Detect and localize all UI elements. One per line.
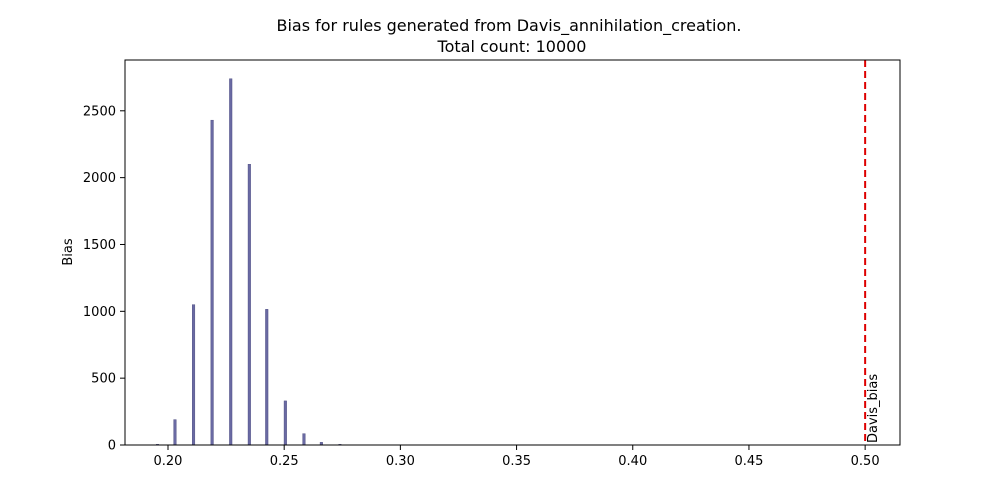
x-tick-label: 0.20 [154,454,183,469]
plot-area-frame [124,59,901,446]
chart-title: Bias for rules generated from Davis_anni… [276,16,741,36]
x-tick-label: 0.25 [270,454,299,469]
x-tick-label: 0.45 [734,454,763,469]
chart-subtitle: Total count: 10000 [437,37,587,56]
reference-line-label: Davis_bias [866,374,881,443]
histogram-bar [283,400,287,446]
histogram-bar [302,433,306,446]
y-tick-label: 2000 [83,171,116,186]
x-tick-label: 0.35 [502,454,531,469]
histogram-bar [229,78,233,446]
x-tick-label: 0.50 [851,454,880,469]
y-tick-label: 2500 [83,104,116,119]
x-tick-label: 0.30 [386,454,415,469]
histogram-bar [247,164,251,446]
x-tick-label: 0.40 [618,454,647,469]
histogram-bar [210,119,214,446]
y-tick-label: 1000 [83,305,116,320]
y-tick-label: 1500 [83,238,116,253]
y-tick-label: 0 [108,439,116,454]
y-axis-label: Bias [61,238,76,265]
x-axis: 0.20 0.25 0.30 0.35 0.40 0.45 0.50 [154,445,880,469]
reference-line-group: Davis_bias [864,60,881,445]
y-tick-label: 500 [91,372,116,387]
histogram-bar [192,304,196,446]
y-axis: 0 500 1000 1500 2000 2500 [83,104,125,454]
histogram-bar [173,419,177,446]
histogram-bar [265,309,269,446]
histogram-bars [156,78,342,446]
